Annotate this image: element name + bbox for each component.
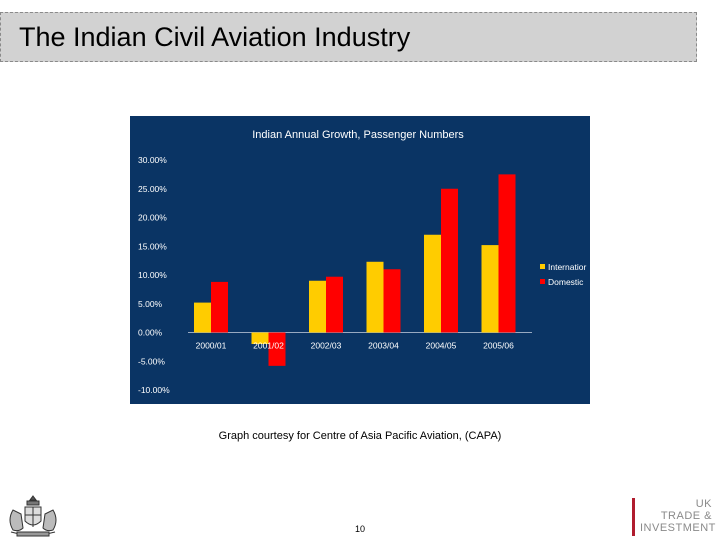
page-number: 10 [354,524,365,534]
y-tick-label: 30.00% [138,155,167,165]
legend-label: Internatior [548,262,586,272]
bar-international [481,245,499,333]
chart-title: Indian Annual Growth, Passenger Numbers [252,129,464,141]
x-tick-label: 2002/03 [311,341,342,351]
x-tick-label: 2004/05 [426,341,457,351]
ukti-logo-line-2: TRADE & [660,510,712,522]
x-tick-label: 2000/01 [196,341,227,351]
x-tick-label: 2001/02 [253,341,284,351]
chart-caption: Graph courtesy for Centre of Asia Pacifi… [218,430,502,442]
x-tick-label: 2003/04 [368,341,399,351]
bar-international [251,332,269,344]
ukti-logo-bar [632,498,635,536]
bar-chart: Indian Annual Growth, Passenger Numbers 3… [130,116,590,404]
bar-international [366,261,384,333]
bar-domestic [498,174,516,333]
y-tick-label: 20.00% [138,213,167,223]
bar-domestic [211,281,228,333]
bar-domestic [383,269,401,333]
bar-international [309,280,326,333]
title-bar: The Indian Civil Aviation Industry [0,12,697,62]
y-tick-label: 0.00% [138,328,163,338]
y-tick-label: -10.00% [138,385,170,395]
slide-title: The Indian Civil Aviation Industry [19,22,411,52]
legend-swatch [540,279,545,284]
ukti-logo: UK TRADE & INVESTMENT [632,498,716,538]
ukti-logo-line-3: INVESTMENT [640,522,716,534]
y-tick-label: 10.00% [138,270,167,280]
legend-label: Domestic [548,277,584,287]
y-tick-label: 5.00% [138,299,163,309]
x-tick-label: 2005/06 [483,341,514,351]
ukti-logo-line-1: UK [695,498,712,510]
chart-background [130,116,590,404]
y-tick-label: 15.00% [138,241,167,251]
y-tick-label: 25.00% [138,184,167,194]
y-tick-label: -5.00% [138,356,165,366]
bar-international [194,302,211,333]
bar-domestic [441,188,458,333]
bar-domestic [268,332,286,366]
bar-international [424,234,441,333]
legend-swatch [540,264,545,269]
bar-domestic [326,276,343,333]
royal-crest-logo [9,495,57,537]
chart: Indian Annual Growth, Passenger Numbers 3… [130,116,590,404]
